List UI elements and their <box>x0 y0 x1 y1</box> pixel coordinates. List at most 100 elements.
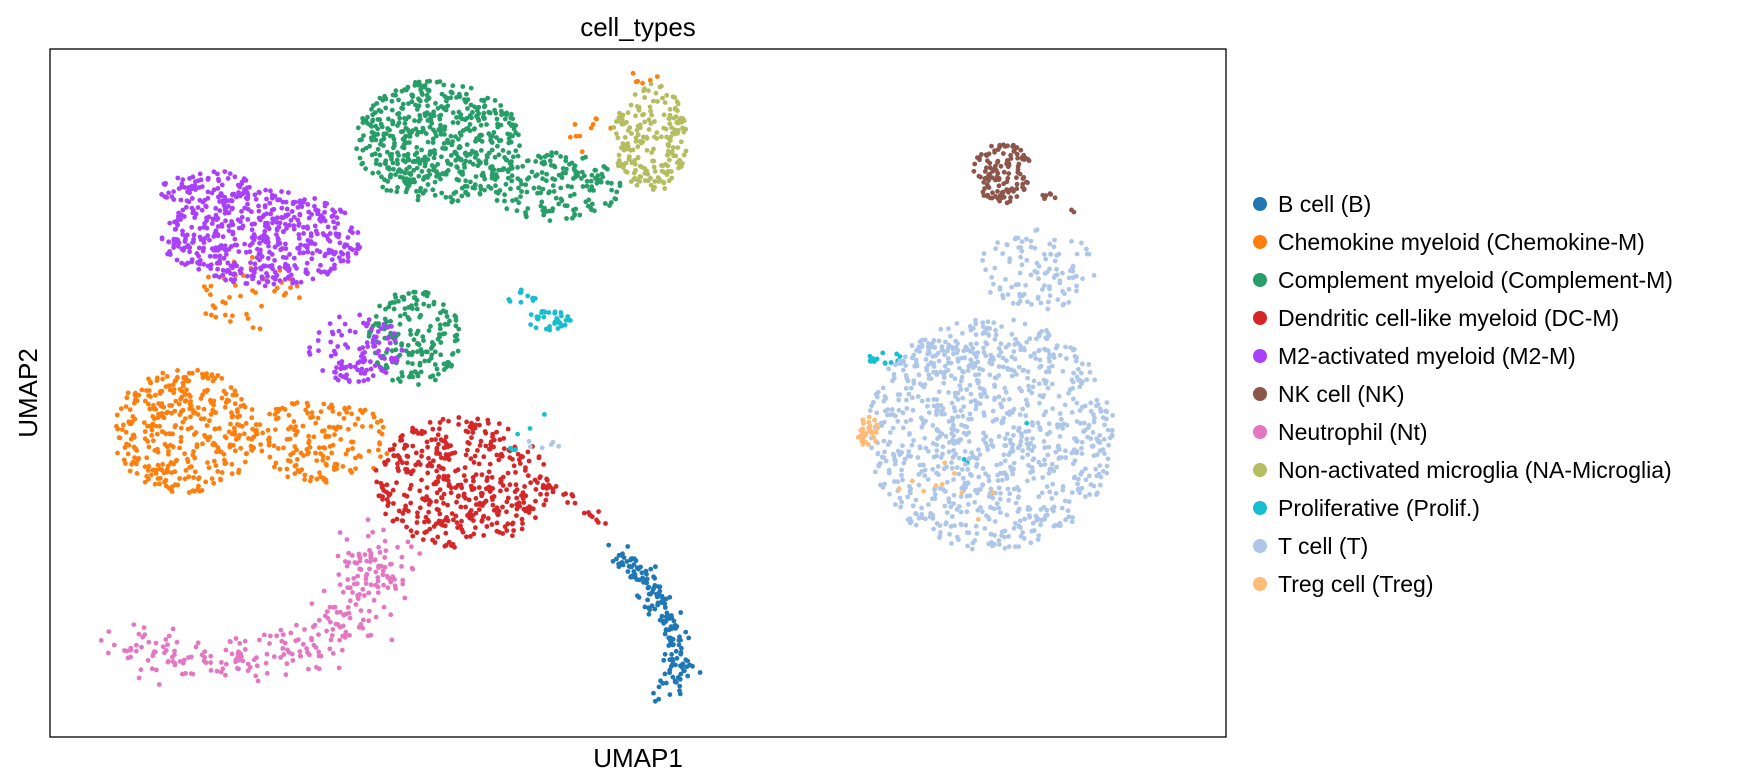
point <box>1013 500 1019 506</box>
point <box>146 376 151 382</box>
point <box>360 120 366 125</box>
point <box>943 339 948 345</box>
point <box>291 223 297 229</box>
point <box>1024 257 1030 263</box>
point <box>342 242 348 248</box>
point <box>223 248 229 254</box>
point <box>594 517 599 523</box>
point <box>956 504 962 509</box>
point <box>541 314 547 320</box>
point <box>310 276 316 282</box>
point <box>347 632 352 638</box>
point <box>209 246 215 252</box>
point <box>671 153 676 159</box>
point <box>404 166 409 172</box>
point <box>991 320 997 325</box>
point <box>417 113 423 118</box>
point <box>967 493 973 499</box>
point <box>391 331 397 336</box>
point <box>1018 147 1024 153</box>
point <box>448 443 453 449</box>
point <box>362 552 368 557</box>
point <box>380 572 386 578</box>
point <box>1082 427 1088 433</box>
point <box>920 337 925 343</box>
point <box>211 169 217 175</box>
point <box>1083 494 1088 499</box>
point <box>441 141 447 146</box>
point <box>964 387 970 392</box>
point <box>454 520 460 526</box>
point <box>146 476 151 482</box>
point <box>654 130 660 136</box>
point <box>308 478 313 484</box>
point <box>1096 471 1102 477</box>
point <box>470 513 476 518</box>
point <box>473 422 479 428</box>
point <box>153 640 159 646</box>
point <box>191 239 196 245</box>
point <box>584 183 590 189</box>
point <box>452 333 458 339</box>
point <box>948 373 954 379</box>
point <box>278 627 284 633</box>
point <box>434 468 440 474</box>
point <box>470 161 476 167</box>
point <box>322 613 328 619</box>
point <box>387 300 393 306</box>
point <box>217 260 223 266</box>
point <box>491 494 497 499</box>
point <box>274 232 279 238</box>
point <box>1097 463 1103 468</box>
point <box>1079 451 1085 456</box>
point <box>342 365 347 371</box>
point <box>939 482 945 487</box>
point <box>333 231 339 237</box>
point <box>663 126 669 132</box>
point <box>387 340 393 346</box>
point <box>290 658 296 663</box>
point <box>464 184 470 189</box>
point <box>288 630 294 636</box>
point <box>351 576 357 581</box>
point <box>664 92 670 98</box>
point <box>255 678 261 684</box>
point <box>316 330 322 335</box>
point <box>134 461 139 467</box>
point <box>573 133 579 139</box>
point <box>342 210 348 216</box>
point <box>468 179 473 185</box>
point <box>131 622 137 627</box>
chart-title: cell_types <box>580 12 696 42</box>
point <box>1053 491 1059 496</box>
point <box>381 604 387 610</box>
point <box>942 352 947 358</box>
point <box>328 353 334 359</box>
point <box>404 176 409 182</box>
point <box>393 586 399 591</box>
point <box>344 563 350 569</box>
point <box>1086 473 1092 479</box>
point <box>438 340 444 345</box>
point <box>506 136 512 142</box>
point <box>429 163 435 168</box>
point <box>408 332 414 337</box>
point <box>277 197 283 203</box>
point <box>874 422 879 428</box>
point <box>157 466 163 472</box>
point <box>985 319 991 325</box>
point <box>390 574 396 579</box>
point <box>874 394 880 400</box>
point <box>866 419 871 425</box>
point <box>122 648 127 653</box>
point <box>659 613 665 619</box>
point <box>907 431 912 436</box>
point <box>178 197 184 203</box>
point <box>1002 385 1008 391</box>
point <box>304 646 309 651</box>
point <box>324 628 329 634</box>
point <box>164 374 170 379</box>
point <box>459 518 464 524</box>
point <box>479 97 484 103</box>
point <box>1024 179 1029 185</box>
